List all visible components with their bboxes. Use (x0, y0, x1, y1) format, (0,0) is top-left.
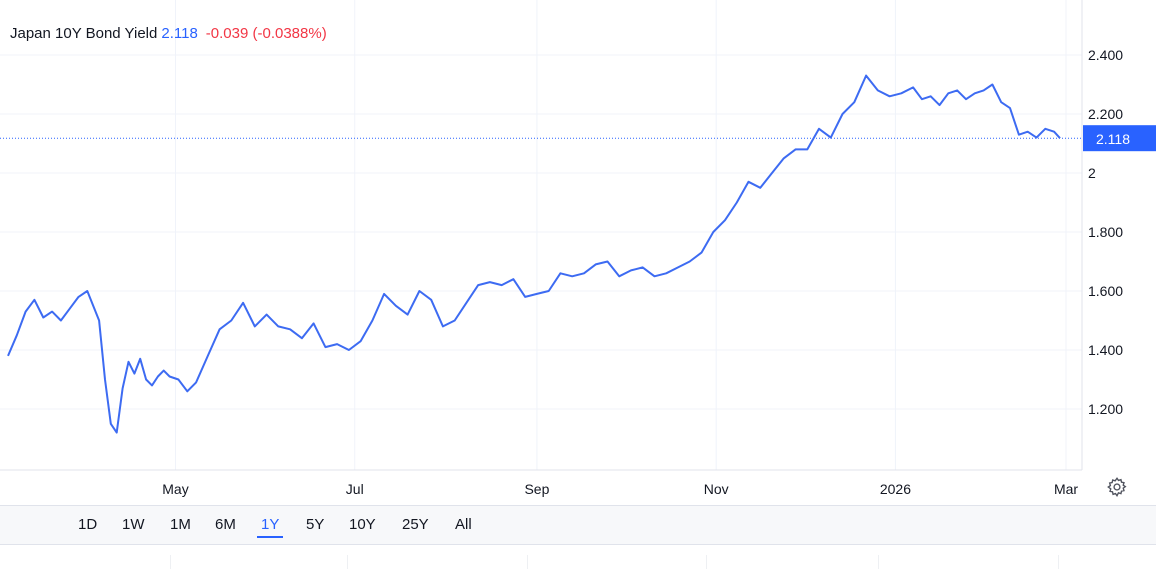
y-tick-label: 1.800 (1088, 224, 1123, 240)
series-line (7, 74, 1061, 434)
divider (170, 555, 171, 569)
legend-change: -0.039 (-0.0388%) (205, 25, 327, 42)
x-tick-label: May (162, 481, 188, 497)
gear-icon[interactable] (1106, 476, 1128, 498)
y-tick-label: 2.400 (1088, 47, 1123, 63)
x-tick-label: Nov (704, 481, 729, 497)
price-label-badge (1083, 125, 1156, 152)
legend-last-value: 2.118 (161, 25, 198, 42)
range-1y-button[interactable]: 1Y (257, 512, 284, 538)
range-25y-button[interactable]: 25Y (402, 516, 429, 533)
y-tick-label: 2 (1088, 165, 1096, 181)
x-tick-label: Mar (1054, 481, 1078, 497)
price-chart[interactable]: May Jul Sep Nov 2026 Mar 1.200 1.400 1.600 1.800 2… (0, 0, 1156, 505)
range-10y-button[interactable]: 10Y (349, 516, 376, 533)
y-tick-label: 1.400 (1088, 342, 1123, 358)
price-label-value: 2.118 (1096, 131, 1130, 147)
y-tick-label: 1.200 (1088, 401, 1123, 417)
x-tick-label: Sep (524, 481, 549, 497)
divider (527, 555, 528, 569)
range-all-button[interactable]: All (455, 516, 472, 533)
chart-legend: Japan 10Y Bond Yield 2.118 -0.039 (-0.0388… (10, 25, 327, 42)
divider (706, 555, 707, 569)
range-1d-button[interactable]: 1D (78, 516, 98, 533)
x-tick-label: Jul (346, 481, 364, 497)
divider (1058, 555, 1059, 569)
y-tick-label: 2.200 (1088, 106, 1123, 122)
range-toolbar: 1D 1W 1M 6M 1Y 5Y 10Y 25Y All (0, 505, 1156, 545)
range-6m-button[interactable]: 6M (215, 516, 236, 533)
y-tick-label: 1.600 (1088, 283, 1123, 299)
range-1m-button[interactable]: 1M (170, 516, 191, 533)
legend-symbol-name: Japan 10Y Bond Yield (10, 25, 158, 42)
divider (878, 555, 879, 569)
range-1w-button[interactable]: 1W (122, 516, 145, 533)
chart-area[interactable]: May Jul Sep Nov 2026 Mar 1.200 1.400 1.600 1.800 2… (0, 0, 1156, 505)
divider (347, 555, 348, 569)
x-tick-label: 2026 (880, 481, 911, 497)
range-5y-button[interactable]: 5Y (306, 516, 325, 533)
